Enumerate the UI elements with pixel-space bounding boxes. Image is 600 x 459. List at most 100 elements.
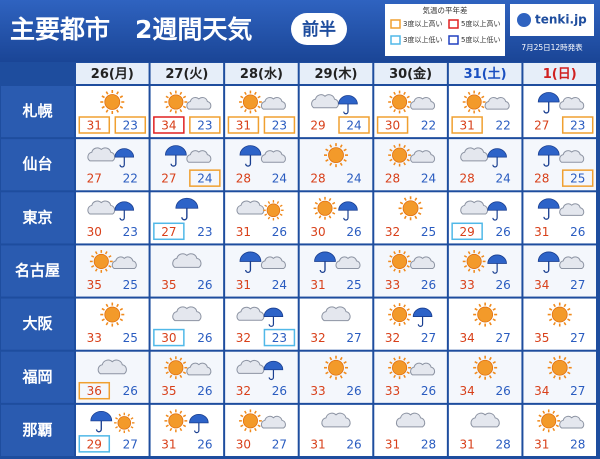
sun-ray [276, 201, 280, 205]
sun-ray [119, 105, 124, 109]
sun [477, 359, 494, 376]
low-temp: 26 [197, 278, 212, 292]
sun-ray [399, 212, 404, 215]
sun-ray [115, 426, 119, 429]
low-temp: 23 [123, 119, 138, 133]
umbrella [114, 148, 135, 158]
cloud [559, 256, 585, 270]
sun [392, 94, 408, 110]
sun-ray [403, 109, 406, 113]
sun-ray [567, 318, 571, 322]
high-highlight-box [78, 116, 111, 134]
cell-bg [299, 86, 373, 138]
cloud [559, 96, 585, 110]
weather-icon [462, 90, 510, 114]
sun [551, 359, 568, 376]
sun-ray [267, 201, 271, 205]
low-temp: 26 [496, 384, 511, 398]
sun-ray [257, 95, 261, 99]
high-temp: 35 [87, 278, 102, 292]
high-temp: 34 [534, 278, 549, 292]
sun-ray [240, 424, 244, 428]
sun-ray [279, 213, 283, 216]
umbrella-handle [95, 420, 102, 433]
high-temp: 35 [161, 278, 176, 292]
sun-ray [403, 144, 406, 149]
weather-icon [172, 306, 202, 322]
cell-bg [150, 351, 224, 403]
low-highlight-box [263, 328, 296, 347]
weather-icon [462, 250, 507, 274]
cloud [87, 147, 116, 162]
sun-ray [254, 427, 257, 432]
city-name: 福岡 [21, 368, 52, 386]
legend-box [385, 4, 505, 56]
sun-ray [329, 375, 333, 379]
umbrella [338, 201, 358, 211]
sun [392, 253, 408, 269]
high-highlight-box [153, 328, 185, 347]
high-temp: 33 [310, 384, 325, 398]
sun-ray [393, 109, 396, 113]
low-temp: 24 [346, 119, 361, 133]
high-temp: 34 [161, 119, 176, 133]
row-label-bg [1, 139, 74, 191]
sun-ray [169, 410, 173, 414]
umbrella-handle [417, 316, 424, 327]
high-temp: 33 [460, 278, 475, 292]
sun-ray [467, 91, 471, 95]
sun-ray [463, 95, 468, 99]
sun-ray [403, 357, 406, 361]
cell-bg [150, 86, 224, 138]
weather-icon [388, 90, 436, 114]
sun-ray [563, 356, 567, 361]
sun-ray [548, 371, 553, 375]
logo: tenki.jp [535, 13, 587, 27]
column-header-bg [448, 63, 522, 84]
sun-ray [403, 268, 406, 272]
column-header-bg [374, 63, 447, 84]
sun-ray [328, 215, 332, 219]
cloud [87, 200, 116, 215]
row-label-bg [1, 404, 74, 456]
sun-ray [406, 95, 410, 99]
cell-bg [150, 298, 224, 350]
sun-ray [179, 109, 183, 113]
sun [328, 147, 344, 164]
umbrella-handle [245, 261, 252, 273]
cell-bg [225, 298, 298, 350]
weather-icon [87, 200, 135, 221]
weather-icon [473, 355, 498, 380]
low-temp: 26 [346, 225, 361, 239]
sun-ray [414, 215, 418, 220]
sun [466, 253, 482, 269]
sun-ray [169, 109, 173, 113]
low-highlight-box [114, 116, 147, 134]
sun-ray [127, 429, 130, 433]
low-temp: 27 [570, 331, 585, 345]
legend-label: 5度以上高い [461, 19, 500, 28]
cell-bg [523, 245, 596, 297]
umbrella [537, 92, 560, 103]
weather-icon [164, 356, 212, 380]
sun-ray [403, 321, 406, 325]
cell-bg [299, 192, 373, 244]
cell-bg [76, 139, 149, 191]
high-temp: 33 [385, 384, 400, 398]
sun-ray [264, 204, 268, 208]
sun-ray [244, 109, 247, 113]
weather-icon [537, 251, 585, 273]
legend-title: 気温の平年差 [423, 5, 468, 15]
sun-ray [91, 265, 95, 268]
city-name: 東京 [22, 208, 52, 226]
row-label-bg [1, 86, 74, 138]
sun-ray [477, 109, 481, 113]
sun-ray [393, 162, 396, 166]
cell-bg [299, 298, 373, 350]
sun-ray [406, 265, 410, 268]
sun-ray [492, 361, 496, 364]
umbrella [487, 201, 507, 211]
low-temp: 26 [272, 384, 287, 398]
sun-ray [403, 304, 406, 308]
